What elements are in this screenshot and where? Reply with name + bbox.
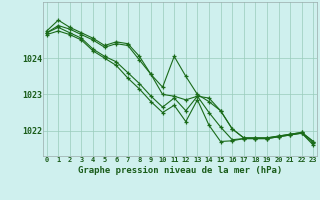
X-axis label: Graphe pression niveau de la mer (hPa): Graphe pression niveau de la mer (hPa) <box>78 166 282 175</box>
